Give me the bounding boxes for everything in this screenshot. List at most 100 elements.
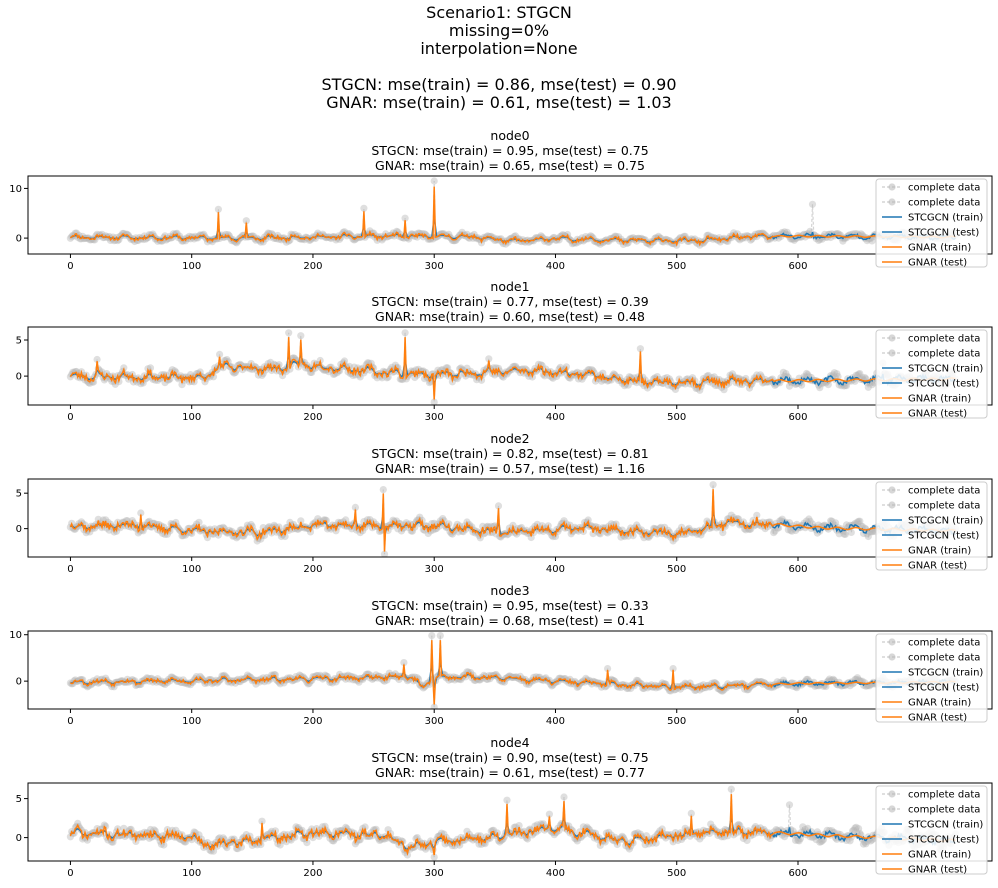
- legend-label: GNAR (test): [908, 409, 967, 420]
- legend: complete data complete data STCGCN (train)…: [875, 329, 988, 420]
- legend-label: complete data: [908, 334, 980, 345]
- complete-data-point: [400, 659, 408, 667]
- legend-label: STCGCN (test): [908, 683, 979, 694]
- legend-item: STCGCN (test): [882, 379, 979, 390]
- gnar-train-line: [69, 489, 775, 552]
- legend-box: [875, 329, 988, 419]
- complete-data-point: [178, 381, 186, 389]
- complete-data-point: [297, 332, 305, 340]
- legend-item: GNAR (train): [882, 243, 971, 254]
- legend-label: GNAR (train): [908, 850, 971, 861]
- y-tick-label: 0: [16, 234, 22, 245]
- legend-marker: [888, 653, 896, 661]
- axes-frame: [27, 326, 993, 406]
- complete-data-point: [636, 345, 645, 353]
- legend-label: STCGCN (train): [908, 213, 983, 224]
- legend-label: GNAR (train): [908, 698, 971, 709]
- complete-data-point: [94, 515, 102, 523]
- legend-label: STCGCN (train): [908, 668, 983, 679]
- subplot-title-line: GNAR: mse(train) = 0.57, mse(test) = 1.1…: [375, 461, 645, 476]
- x-tick-label: 400: [546, 412, 565, 423]
- x-tick-label: 500: [667, 412, 686, 423]
- legend-label: STCGCN (test): [908, 835, 979, 846]
- legend-label: complete data: [908, 198, 980, 209]
- plot-area: [66, 785, 960, 861]
- axes-frame: [27, 630, 993, 710]
- legend-marker: [888, 183, 896, 191]
- legend-label: STCGCN (train): [908, 364, 983, 375]
- legend-marker: [888, 501, 896, 509]
- complete-data-point: [360, 518, 368, 526]
- x-tick-label: 500: [667, 868, 686, 879]
- legend-item: STCGCN (train): [882, 516, 983, 527]
- legend-marker: [888, 638, 896, 646]
- subplot-title-line: GNAR: mse(train) = 0.61, mse(test) = 0.7…: [375, 765, 645, 780]
- subplot-title-line: STGCN: mse(train) = 0.95, mse(test) = 0.…: [371, 598, 648, 613]
- legend-label: GNAR (train): [908, 546, 971, 557]
- legend-label: STCGCN (train): [908, 516, 983, 527]
- legend-item: STCGCN (train): [882, 364, 983, 375]
- gnar-train-line: [69, 337, 775, 400]
- legend-label: complete data: [908, 183, 980, 194]
- legend-label: complete data: [908, 486, 980, 497]
- legend-item: complete data: [882, 198, 980, 209]
- x-tick-label: 0: [67, 412, 73, 423]
- plot-area: [66, 177, 960, 249]
- complete-data-point: [360, 204, 368, 212]
- subplot-title-line: STGCN: mse(train) = 0.95, mse(test) = 0.…: [371, 143, 648, 158]
- x-tick-label: 500: [667, 261, 686, 272]
- x-tick-label: 300: [425, 564, 444, 575]
- suptitle-line: STGCN: mse(train) = 0.86, mse(test) = 0.…: [321, 75, 677, 94]
- x-tick-label: 200: [303, 412, 322, 423]
- suptitle-line: missing=0%: [448, 21, 550, 40]
- legend-box: [875, 481, 988, 571]
- subplot-title-line: GNAR: mse(train) = 0.68, mse(test) = 0.4…: [375, 613, 645, 628]
- legend-item: complete data: [882, 334, 980, 345]
- axes-frame: [27, 782, 993, 862]
- legend-marker: [888, 486, 896, 494]
- x-tick-label: 0: [67, 716, 73, 727]
- figure-suptitle: Scenario1: STGCN missing=0% interpolatio…: [0, 4, 998, 112]
- gnar-train-line: [70, 640, 775, 705]
- legend-item: complete data: [882, 486, 980, 497]
- y-tick-label: 0: [16, 524, 22, 535]
- x-tick-label: 300: [425, 261, 444, 272]
- complete-data-line: [69, 484, 957, 555]
- subplot-title-line: GNAR: mse(train) = 0.60, mse(test) = 0.4…: [375, 309, 645, 324]
- legend-item: GNAR (train): [882, 546, 971, 557]
- x-tick-label: 100: [182, 716, 201, 727]
- x-tick-label: 0: [67, 564, 73, 575]
- legend: complete data complete data STCGCN (train)…: [875, 785, 988, 876]
- x-tick-label: 100: [182, 868, 201, 879]
- legend-label: STCGCN (test): [908, 379, 979, 390]
- legend-item: GNAR (test): [882, 561, 967, 572]
- legend-item: complete data: [882, 183, 980, 194]
- legend-marker: [888, 805, 896, 813]
- x-tick-label: 200: [303, 716, 322, 727]
- complete-data-point: [492, 530, 500, 538]
- subplot-title-line: node0: [490, 128, 529, 143]
- plot-area: [66, 632, 960, 709]
- legend: complete data complete data STCGCN (train)…: [875, 178, 988, 269]
- complete-data-point: [394, 525, 402, 533]
- y-tick-label: 5: [16, 489, 22, 500]
- subplot-title-line: GNAR: mse(train) = 0.65, mse(test) = 0.7…: [375, 158, 645, 173]
- plot-area: [66, 329, 960, 405]
- x-tick-label: 100: [182, 412, 201, 423]
- x-tick-label: 600: [788, 564, 807, 575]
- legend-item: STCGCN (test): [882, 531, 979, 542]
- legend-label: GNAR (train): [908, 394, 971, 405]
- legend-label: STCGCN (test): [908, 228, 979, 239]
- legend-marker: [888, 334, 896, 342]
- y-tick-label: 5: [16, 336, 22, 347]
- complete-data-point: [111, 380, 119, 388]
- legend-box: [875, 178, 988, 268]
- legend-label: STCGCN (test): [908, 531, 979, 542]
- legend-item: STCGCN (train): [882, 213, 983, 224]
- complete-data-point: [297, 517, 305, 525]
- x-tick-label: 400: [546, 564, 565, 575]
